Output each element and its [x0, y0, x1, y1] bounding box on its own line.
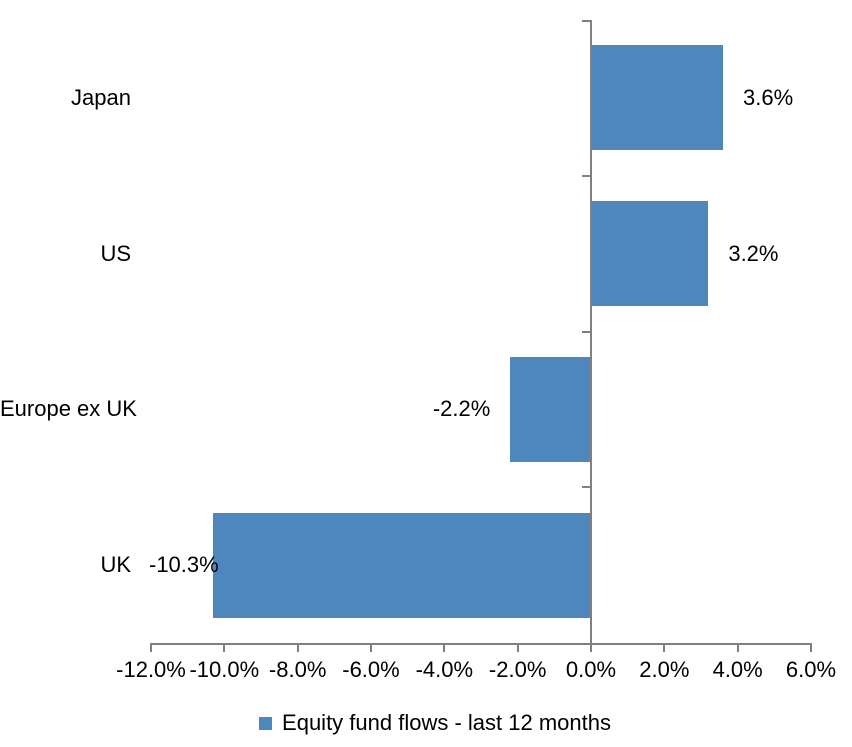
zero-axis-line [590, 20, 592, 645]
data-label-japan: 3.6% [743, 84, 794, 110]
x-axis-tick [663, 643, 666, 652]
x-axis-tick-label: 0.0% [565, 657, 617, 682]
value-axis-tick [582, 486, 590, 489]
legend-label: Equity fund flows - last 12 months [282, 710, 611, 735]
x-axis-tick-label: -4.0% [415, 657, 474, 682]
value-axis-tick [582, 174, 590, 177]
x-axis-tick-label: -2.0% [488, 657, 547, 682]
x-axis-tick [223, 643, 226, 652]
bar-japan [591, 45, 723, 151]
x-axis-tick [296, 643, 299, 652]
x-axis-tick [736, 643, 739, 652]
x-axis-tick-label: 6.0% [785, 657, 837, 682]
category-label-uk: UK [100, 552, 131, 578]
x-axis-tick-label: -6.0% [342, 657, 400, 682]
x-axis-tick-label: -10.0% [189, 657, 260, 682]
x-axis-tick [443, 643, 446, 652]
x-axis-tick [810, 643, 812, 652]
bar-europe-ex-uk [510, 356, 591, 462]
category-label-us: US [100, 240, 131, 266]
x-axis-tick-label: 2.0% [639, 657, 690, 682]
bar-uk [213, 512, 591, 618]
data-label-uk: -10.3% [149, 552, 219, 578]
x-axis-tick [590, 643, 592, 652]
legend-marker-icon [259, 716, 273, 730]
x-axis-tick-label: -12.0% [116, 657, 186, 682]
x-axis-tick [516, 643, 519, 652]
x-axis-tick [370, 643, 372, 652]
plot-area: 3.6% 3.2% -2.2% -10.3% [149, 20, 811, 645]
legend: Equity fund flows - last 12 months [0, 709, 852, 737]
category-label-europe-ex-uk: Europe ex UK [0, 396, 137, 422]
value-axis-tick [582, 330, 590, 333]
bar-us [591, 201, 709, 307]
x-axis-tick-label: -8.0% [268, 657, 327, 682]
value-axis-tick [582, 20, 590, 22]
data-label-europe-ex-uk: -2.2% [432, 396, 491, 422]
data-label-us: 3.2% [728, 240, 779, 266]
category-label-japan: Japan [71, 84, 131, 110]
x-axis-tick [150, 643, 152, 652]
x-axis-tick-label: 4.0% [712, 657, 763, 682]
